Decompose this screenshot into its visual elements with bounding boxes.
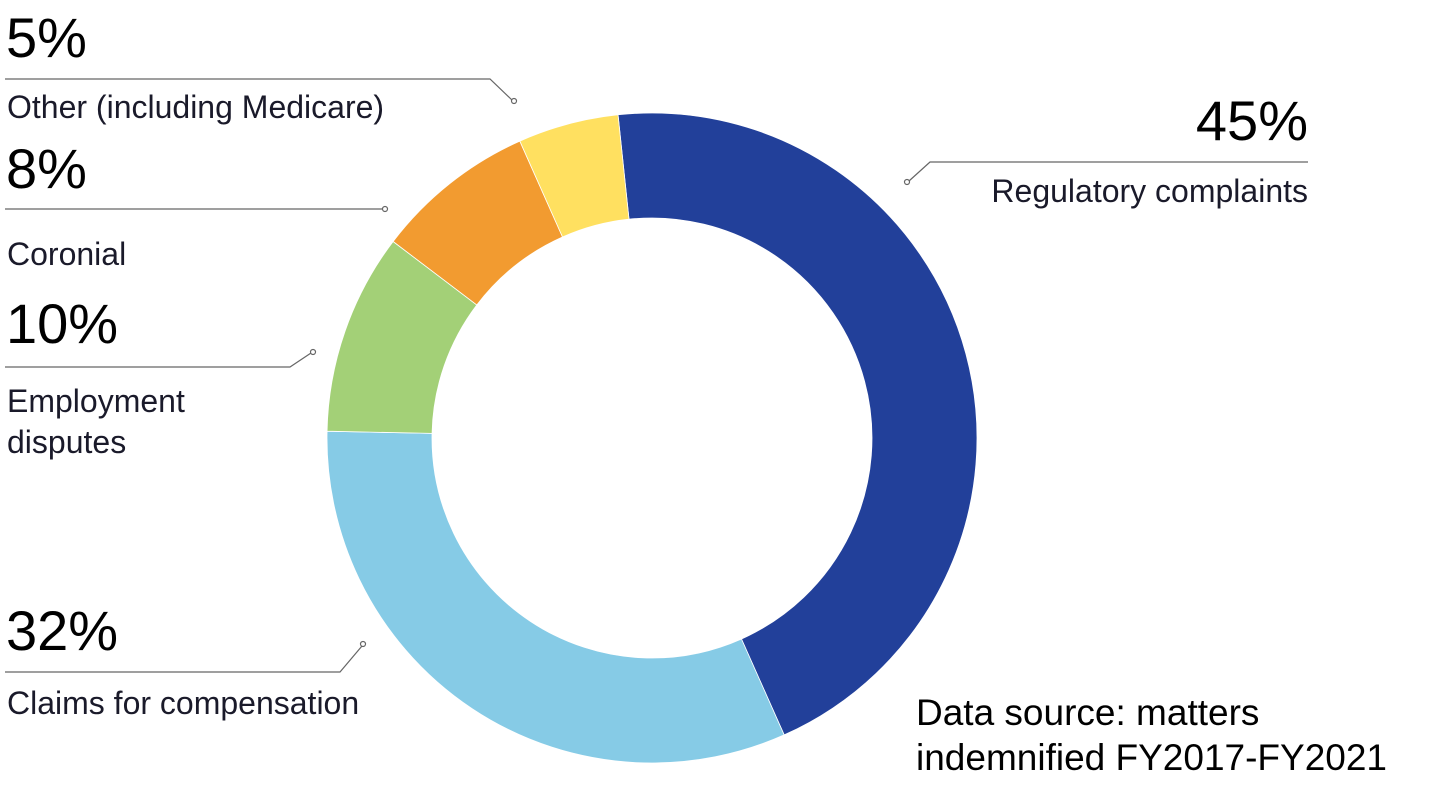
category-label-employment-line2: disputes [7,424,126,460]
value-label-other: 5% [6,6,87,69]
category-label-coronial: Coronial [7,236,126,272]
leader-dot-regulatory [903,178,911,186]
value-label-regulatory: 45% [1196,89,1308,152]
data-source-line1: Data source: matters [916,692,1259,733]
donut-slice-other [519,114,630,238]
leader-dot-coronial [381,205,389,213]
donut-slice-claims [326,430,785,764]
data-source-line2: indemnified FY2017-FY2021 [916,737,1387,778]
leader-dot-other [510,97,518,105]
category-label-employment-line1: Employment [7,383,185,419]
leader-line-employment [5,352,312,368]
donut-slice-regulatory [617,112,978,736]
leader-dot-claims [359,640,367,648]
leader-line-regulatory [908,161,1308,182]
leader-dot-employment [309,348,317,356]
category-label-regulatory: Regulatory complaints [991,173,1308,209]
value-label-claims: 32% [6,599,118,662]
donut-slices [326,112,978,764]
leader-line-other [5,78,514,102]
value-label-coronial: 8% [6,137,87,200]
category-label-claims: Claims for compensation [7,685,359,721]
value-label-employment: 10% [6,292,118,355]
leader-lines [5,78,1308,673]
category-label-other: Other (including Medicare) [7,89,384,125]
leader-line-claims [5,645,363,673]
